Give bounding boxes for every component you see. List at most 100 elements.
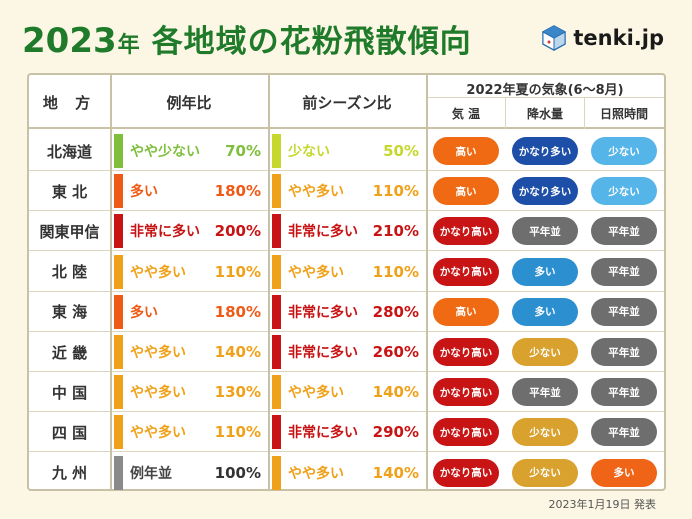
normal-level-label: 多い [130,304,158,321]
table-row: 九 州 例年並 100% やや多い 140% かなり高い 少ない 多い [29,453,664,493]
normal-level-label: やや多い [130,345,186,361]
region-name: 九 州 [51,464,88,483]
prev-level-label: 少ない [288,144,330,160]
publish-date: 2023年1月19日 発表 [548,498,657,511]
sun-pill: 平年並 [591,418,657,447]
normal-level-label: やや多い [130,264,186,281]
prev-percent: 290% [372,423,419,442]
prev-level-bar [272,254,281,289]
col-divider [426,75,428,489]
prev-level-label: 非常に多い [288,425,358,442]
normal-percent: 130% [214,383,261,402]
sun-pill: 少ない [591,177,657,206]
col-header-region: 地 方 [42,93,97,112]
rain-pill: 平年並 [512,217,578,246]
region-name: 四 国 [51,423,88,442]
prev-level-label: 非常に多い [288,345,358,361]
region-name: 中 国 [51,383,88,402]
region-name: 東 海 [51,303,88,322]
table-row: 北海道 やや少ない 70% 少ない 50% 高い かなり多い 少ない [29,131,664,171]
rain-pill: 多い [512,257,578,286]
normal-level-label: 例年並 [130,465,172,482]
col-divider [268,75,270,489]
sun-pill: 少ない [591,137,657,165]
prev-percent: 260% [372,343,419,361]
table-row: 北 陸 やや多い 110% やや多い 110% かなり高い 多い 平年並 [29,252,664,292]
prev-percent: 280% [372,302,419,321]
prev-percent: 110% [372,262,419,281]
prev-level-label: 非常に多い [288,224,358,241]
prev-percent: 140% [372,383,419,402]
sun-pill: 平年並 [591,297,657,326]
normal-level-bar [114,294,123,329]
rain-pill: かなり多い [512,137,578,165]
weather-title: 2022年夏の気象(6〜8月) [466,83,624,98]
table-row: 近 畿 やや多い 140% 非常に多い 260% かなり高い 少ない 平年並 [29,332,664,372]
normal-level-bar [114,214,123,249]
weather-header-divider [426,97,664,98]
header: 2023 年 各地域の花粉飛散傾向 tenki.jp [0,0,692,68]
prev-percent: 210% [372,222,419,241]
prev-percent: 50% [383,142,419,160]
sun-pill: 平年並 [591,257,657,286]
prev-level-bar [272,375,281,410]
temp-pill: かなり高い [433,418,499,447]
prev-level-label: やや多い [288,264,344,281]
tenki-logo-icon [542,25,567,51]
rain-pill: 多い [512,297,578,326]
normal-level-bar [114,134,123,168]
table-row: 東 北 多い 180% やや多い 110% 高い かなり多い 少ない [29,171,664,212]
sub-header-rain: 降水量 [526,107,563,121]
sun-pill: 平年並 [591,378,657,407]
rain-pill: 少ない [512,418,578,447]
normal-percent: 140% [214,343,261,361]
pollen-table: 地 方 例年比 前シーズン比 2022年夏の気象(6〜8月) 気 温 降水量 日… [27,73,666,491]
rain-pill: 平年並 [512,378,578,407]
weather-subdivider [584,97,585,129]
col-header-weather: 2022年夏の気象(6〜8月) 気 温 降水量 日照時間 [426,75,664,129]
col-header-normal: 例年比 [166,93,212,112]
page-title: 2023 年 各地域の花粉飛散傾向 [22,16,472,61]
normal-level-bar [114,254,123,289]
region-name: 北海道 [46,142,92,161]
normal-level-bar [114,174,123,209]
normal-level-label: やや多い [130,425,186,442]
temp-pill: かなり高い [433,378,499,407]
normal-level-bar [114,335,123,369]
table-header: 地 方 例年比 前シーズン比 2022年夏の気象(6〜8月) 気 温 降水量 日… [29,75,664,129]
prev-level-bar [272,134,281,168]
prev-level-bar [272,455,281,490]
rain-pill: かなり多い [512,177,578,206]
weather-subdivider [505,97,506,129]
table-row: 中 国やや多い 130% やや多い 140% かなり高い 平年並 平年並 [29,372,664,413]
prev-level-bar [272,415,281,450]
temp-pill: かなり高い [433,458,499,487]
prev-level-bar [272,294,281,329]
normal-percent: 180% [214,182,261,201]
sun-pill: 平年並 [591,338,657,366]
prev-level-bar [272,335,281,369]
table-row: 東 海多い 180% 非常に多い 280% 高い 多い 平年並 [29,292,664,332]
temp-pill: かなり高い [433,217,499,246]
sun-pill: 多い [591,458,657,487]
prev-percent: 110% [372,182,419,201]
prev-level-label: やや多い [288,184,344,201]
title-year: 2023 [22,21,117,61]
logo-text: tenki.jp [573,26,664,50]
title-year-suffix: 年 [117,33,140,58]
prev-level-bar [272,214,281,249]
region-name: 近 畿 [51,343,88,362]
temp-pill: かなり高い [433,338,499,366]
normal-level-label: やや少ない [130,144,200,160]
region-name: 北 陸 [51,263,88,282]
normal-percent: 110% [214,423,261,442]
normal-percent: 110% [214,262,261,281]
normal-percent: 70% [225,142,261,160]
temp-pill: 高い [433,297,499,326]
region-name: 関東甲信 [39,222,100,241]
title-text: 各地域の花粉飛散傾向 [151,24,472,60]
prev-level-label: 非常に多い [288,304,358,321]
normal-percent: 100% [214,463,261,482]
normal-level-label: やや多い [130,385,186,402]
tenki-logo: tenki.jp [540,24,664,52]
